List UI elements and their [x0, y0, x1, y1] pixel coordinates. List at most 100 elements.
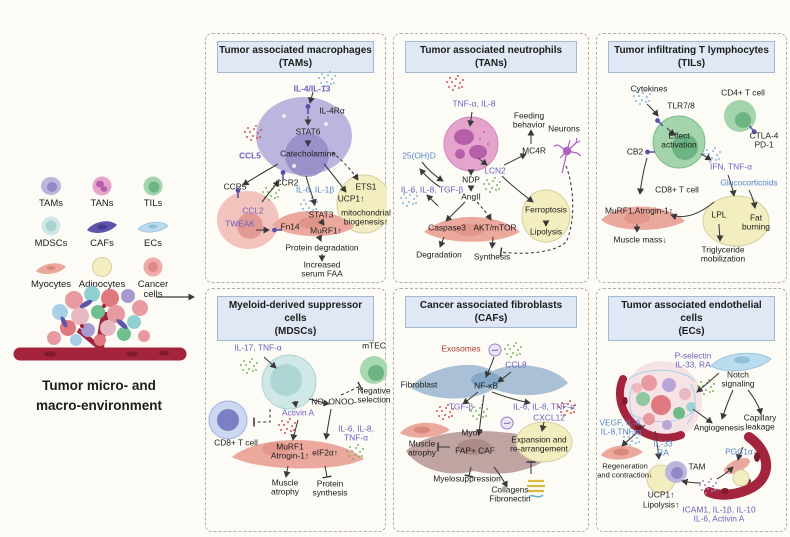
legend-item-cafs: CAFs [85, 216, 119, 249]
label-muscle-atrophy: Muscle atrophy [271, 477, 299, 497]
label-myelosuppression: Myelosuppression [433, 473, 501, 484]
tam-cell-icon [40, 177, 61, 195]
label-ctla4-pd1: CTLA-4 PD-1 [749, 130, 779, 150]
label-triglyceride-mobilization: Triglyceride mobilization [700, 244, 746, 264]
legend-item-myocytes: Myocytes [31, 257, 71, 301]
label-il33-ra: IL-33 RA [653, 438, 673, 458]
panel-tans-header: Tumor associated neutrophils (TANs) [405, 41, 577, 73]
label-il6-il8-tgfb: IL-6, IL-8, TGF-β [400, 184, 464, 195]
panel-mdscs: Myeloid-derived suppressor cells (MDSCs) [205, 288, 391, 532]
label-ccl2: CCL2 [242, 205, 264, 216]
panel-tils-abbr: (TILs) [677, 58, 706, 69]
label-tgfb: TGF-β [448, 401, 474, 412]
label-cytokines: Cytokines [630, 83, 668, 94]
label-neurons: Neurons [548, 123, 580, 134]
label-pselectin-il33-ra: P-selectin IL-33, RA [674, 350, 712, 370]
label-25ohd: 25(OH)D [402, 150, 436, 161]
label-cxcl12: CXCL12 [533, 412, 565, 423]
panel-tams-title: Tumor associated macrophages [219, 45, 372, 56]
legend-label: Adipocytes [78, 278, 126, 290]
mdscs-diagram [208, 354, 387, 479]
label-il4ra: IL-4Rα [319, 105, 345, 116]
legend-label: CAFs [90, 238, 114, 250]
label-ucp1: UCP1↑ [337, 193, 365, 204]
label-ndp: NDP [462, 174, 480, 185]
label-glucocorticoids: Glucocorticoids [720, 177, 778, 188]
label-il17-tnfa: IL-17, TNF-α [234, 342, 282, 353]
tams-diagram [217, 71, 387, 262]
label-fat-burning: Fat burning [742, 212, 770, 232]
label-capillary-leakage: Capillary leakage [743, 412, 777, 432]
label-akt-mtor: AKT/mTOR [473, 222, 517, 233]
label-il6-il8-tnfa: IL-6, IL-8, TNF-α [513, 401, 575, 412]
label-il6-il8-tnfa: IL-6, IL-8, TNF-α [338, 423, 374, 443]
legend-label: ECs [144, 238, 162, 250]
label-mitochondrial-biogenesis: mitochondrial biogenesis↑ [341, 207, 391, 227]
panel-tams-header: Tumor associated macrophages (TAMs) [217, 41, 374, 73]
label-lcn2: LCN2 [484, 165, 506, 176]
adipocyte-cell-icon [91, 256, 112, 277]
label-catecholamine: Catecholamine [280, 148, 336, 159]
label-cd8-t-cell: CD8+ T cell [655, 184, 699, 195]
label-caspase3: Caspase3 [428, 222, 466, 233]
legend-item-cancer-cells: Cancer cells [128, 257, 178, 301]
label-muscle-atrophy: Muscle atrophy [408, 438, 436, 458]
label-stat3: STAT3 [308, 209, 334, 220]
legend-item-tams: TAMs [39, 176, 63, 209]
label-murf1-atrogin1: MuRF1 Atrogin-1↑ [270, 441, 310, 461]
label-nfkb: NF-κB [474, 380, 498, 391]
label-activin-a: Activin A [281, 407, 315, 418]
label-regeneration-contraction: Regeneration and contraction↓ [597, 461, 653, 479]
label-ets1: ETS1 [355, 181, 377, 192]
panel-mdscs-abbr: (MDSCs) [274, 326, 317, 337]
environment-caption: Tumor micro- and macro-environment [35, 378, 163, 413]
label-protein-degradation: Protein degradation [285, 242, 359, 253]
tils-diagram [601, 89, 770, 247]
label-feeding-behavior: Feeding behavior [512, 110, 546, 130]
myocyte-cell-icon [36, 263, 66, 274]
label-lpl: LPL [711, 209, 727, 220]
label-exosomes: Exosomes [441, 343, 481, 354]
panel-mdscs-title: Myeloid-derived suppressor cells [228, 300, 363, 324]
label-tam: TAM [688, 461, 706, 472]
label-ccr5: CCR5 [223, 181, 247, 192]
label-ccl8: CCL8 [505, 359, 527, 370]
label-pgc1a: PGC1α↓ [725, 446, 757, 457]
legend-label: TANs [90, 198, 114, 209]
label-effect-activation: Effect activation [661, 130, 697, 150]
label-fap-caf: FAP+ CAF [455, 445, 495, 456]
label-tweak: TWEAK [225, 218, 255, 229]
label-synthesis: Synthesis [473, 251, 511, 262]
label-ferroptosis: Ferroptosis [525, 204, 567, 215]
legend-label: TILs [143, 198, 163, 209]
label-muscle-mass: Muscle mass↓ [613, 234, 667, 245]
label-degradation: Degradation [416, 249, 462, 260]
label-ccr2: CCR2 [275, 177, 299, 188]
legend-item-tans: TANs [90, 176, 114, 209]
label-angii: AngII [461, 191, 481, 202]
panel-mdscs-header: Myeloid-derived suppressor cells (MDSCs) [217, 296, 374, 341]
panel-tams: Tumor associated macrophages (TAMs) [205, 33, 391, 283]
label-expansion-rearrangement: Expansion and re-arrangement [510, 434, 568, 454]
tan-cell-icon [92, 176, 112, 196]
ecs-diagram [601, 352, 772, 500]
panel-cafs: Cancer associated fibroblasts (CAFs) [393, 288, 589, 532]
panel-cafs-title: Cancer associated fibroblasts [419, 300, 563, 311]
panel-tans-title: Tumor associated neutrophils [419, 45, 563, 56]
label-murf1-atrogin1: MuRF1,Atrogin-1↑ [605, 205, 673, 216]
panel-tils: Tumor infiltrating T lymphocytes (TILs) [596, 33, 787, 283]
panel-tils-title: Tumor infiltrating T lymphocytes [614, 45, 769, 56]
tans-diagram [400, 75, 582, 257]
legend-label: Myocytes [30, 278, 72, 290]
label-mc4r: MC4R [522, 145, 546, 156]
legend-item-adipocytes: Adipocytes [78, 256, 126, 301]
legend-label: Cancer cells [137, 278, 169, 301]
label-collagens-fibronectin: Collagens Fibronectin [489, 484, 531, 504]
label-stat6: STAT6 [295, 126, 321, 137]
label-lipolysis: Lipolysis [529, 226, 563, 237]
legend-item-tils: TILs [141, 176, 165, 209]
panel-ecs-abbr: (ECs) [678, 326, 705, 337]
label-ifn-tnfa: IFN, TNF-α [710, 161, 752, 172]
legend-label: MDSCs [34, 238, 68, 250]
